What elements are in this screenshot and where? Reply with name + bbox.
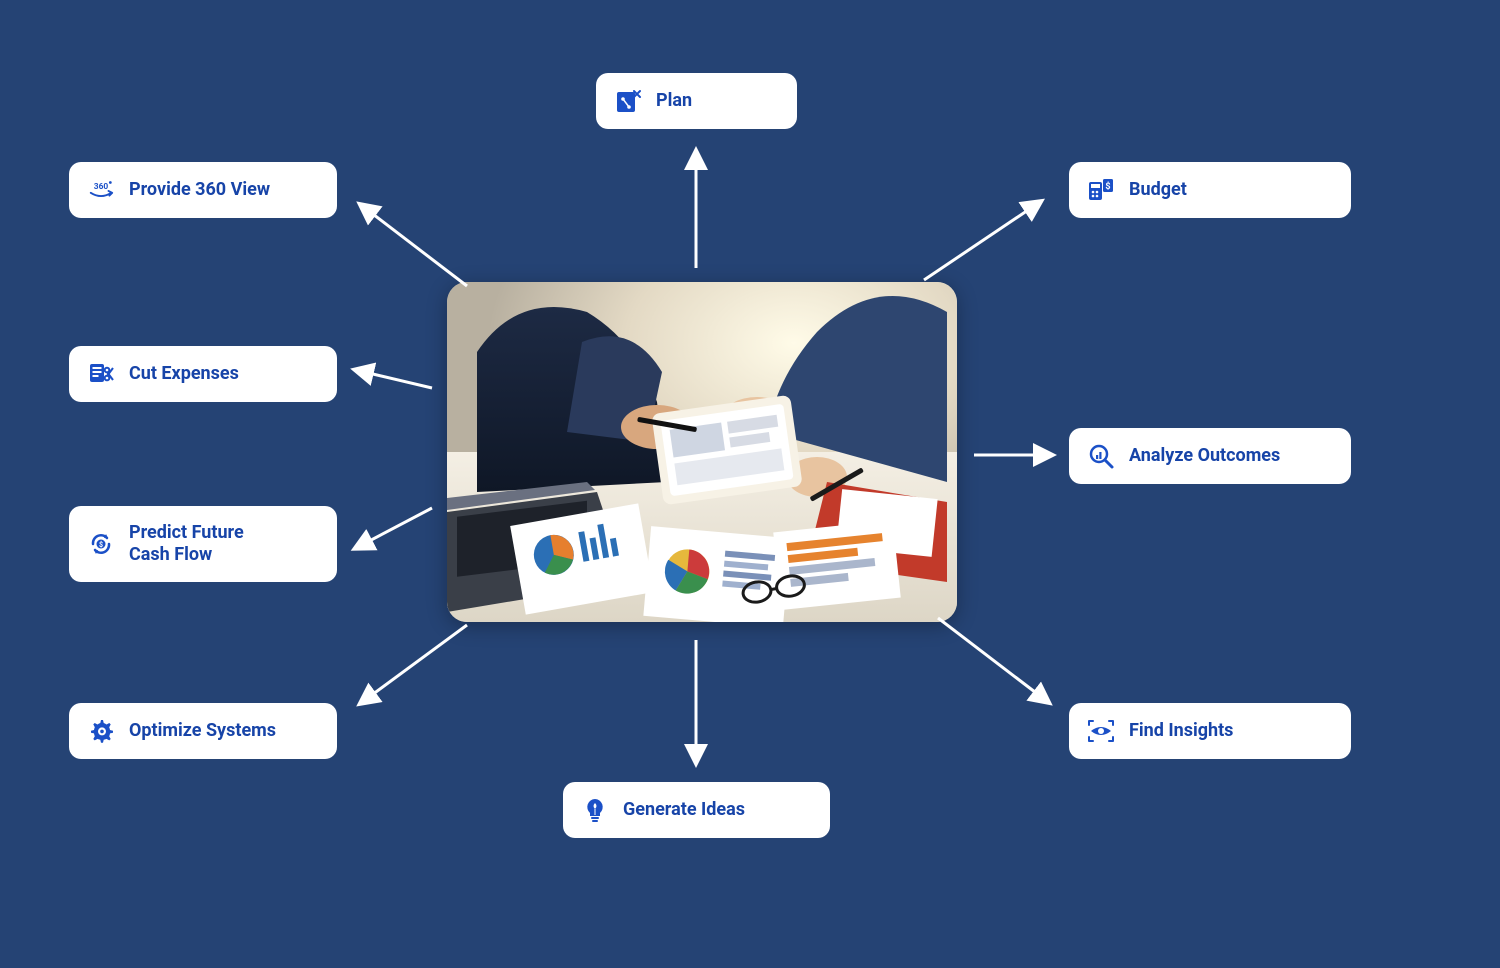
card-budget-label: Budget	[1129, 179, 1187, 202]
eye-icon	[1087, 717, 1115, 745]
card-cut: Cut Expenses	[69, 346, 337, 402]
card-generate-label: Generate Ideas	[623, 799, 745, 822]
card-analyze-label: Analyze Outcomes	[1129, 445, 1280, 468]
card-insights: Find Insights	[1069, 703, 1351, 759]
card-view360: 360 Provide 360 View	[69, 162, 337, 218]
card-predict-label: Predict FutureCash Flow	[129, 522, 244, 567]
card-optimize: Optimize Systems	[69, 703, 337, 759]
orbit-icon: 360	[87, 176, 115, 204]
card-analyze: Analyze Outcomes	[1069, 428, 1351, 484]
svg-text:$: $	[1105, 181, 1110, 192]
bulb-icon	[581, 796, 609, 824]
gear-icon	[87, 717, 115, 745]
strategy-icon	[614, 87, 642, 115]
svg-text:360: 360	[94, 182, 109, 192]
card-plan-label: Plan	[656, 90, 692, 113]
refresh-icon: $	[87, 530, 115, 558]
card-predict: $ Predict FutureCash Flow	[69, 506, 337, 582]
svg-text:$: $	[99, 541, 103, 549]
magnify-icon	[1087, 442, 1115, 470]
card-insights-label: Find Insights	[1129, 720, 1233, 743]
calc-icon: $	[1087, 176, 1115, 204]
card-view360-label: Provide 360 View	[129, 179, 270, 202]
card-generate: Generate Ideas	[563, 782, 830, 838]
card-budget: $ Budget	[1069, 162, 1351, 218]
scissors-icon	[87, 360, 115, 388]
card-cut-label: Cut Expenses	[129, 363, 239, 386]
card-plan: Plan	[596, 73, 797, 129]
card-optimize-label: Optimize Systems	[129, 720, 276, 743]
center-business-photo	[447, 282, 957, 622]
